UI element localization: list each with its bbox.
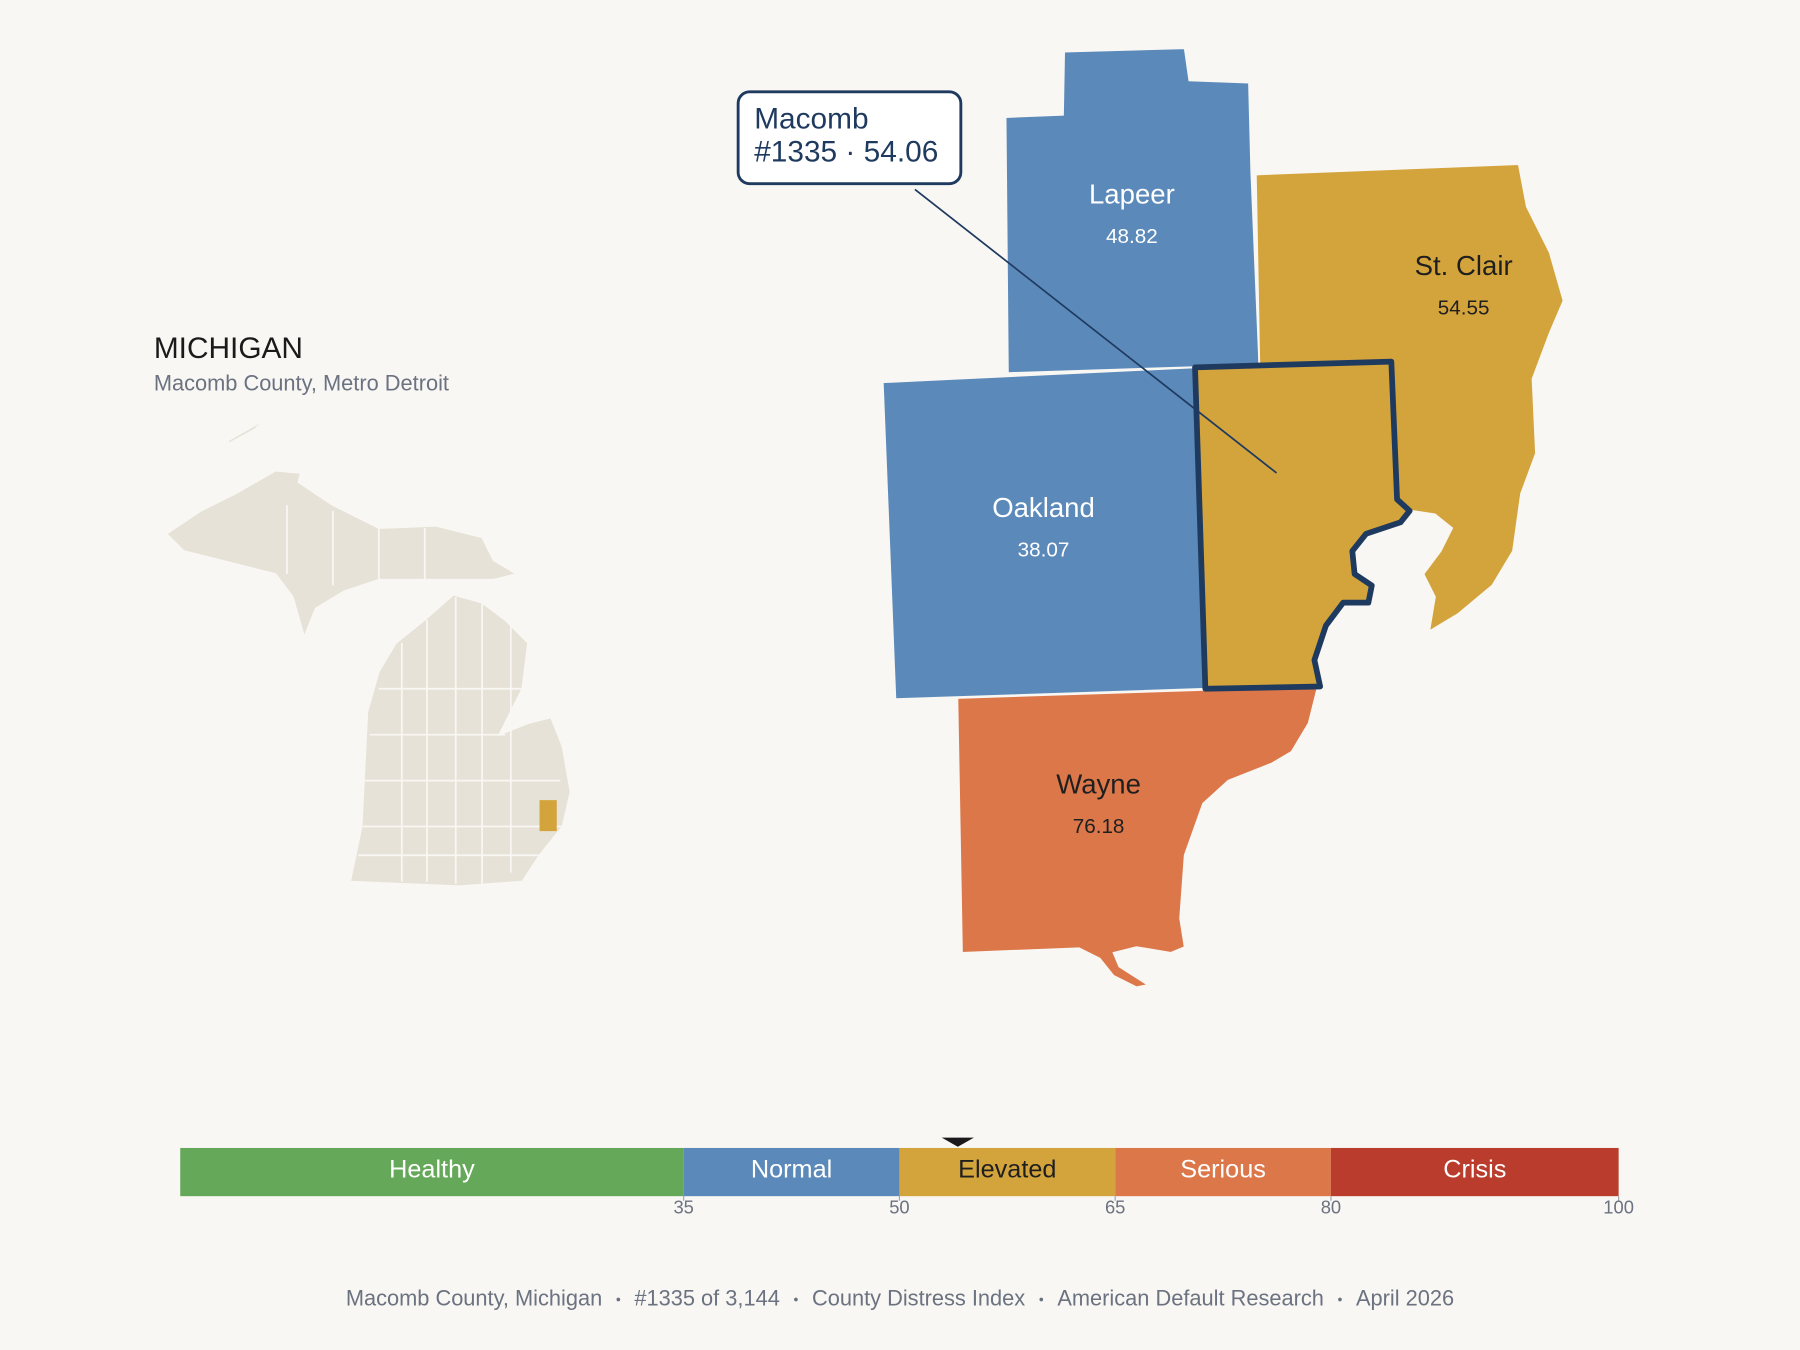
upper-peninsula	[165, 469, 519, 640]
tick-label: 65	[1105, 1197, 1125, 1218]
band-label: Crisis	[1443, 1156, 1506, 1184]
distress-scale: Healthy Normal Elevated Serious Crisis 35 50 65…	[180, 1137, 1634, 1218]
title: MICHIGAN	[154, 332, 303, 365]
scale-band	[180, 1147, 684, 1197]
county-name: Lapeer	[1089, 179, 1175, 210]
footer-item: Macomb County, Michigan	[346, 1285, 602, 1310]
tick-label: 35	[673, 1197, 693, 1218]
leader-line	[914, 188, 1278, 474]
county-value: 76.18	[1073, 815, 1125, 838]
scale-band	[899, 1147, 1116, 1197]
county-shape	[1192, 358, 1413, 692]
separator	[616, 1297, 621, 1302]
footer: Macomb County, Michigan #1335 of 3,144 Cou…	[346, 1285, 1454, 1310]
score-marker	[941, 1137, 974, 1147]
footer-item: County Distress Index	[812, 1285, 1025, 1310]
state-inset	[165, 419, 572, 888]
lower-peninsula	[349, 593, 572, 888]
band-label: Healthy	[389, 1156, 475, 1184]
footer-item: April 2026	[1356, 1285, 1454, 1310]
county-shape	[1004, 47, 1261, 374]
separator	[1039, 1297, 1044, 1302]
footer-item: American Default Research	[1057, 1285, 1324, 1310]
county-value: 38.07	[1018, 538, 1070, 561]
county-value: 54.55	[1438, 296, 1490, 319]
tick-label: 50	[889, 1197, 909, 1218]
callout-detail: #1335 · 54.06	[754, 136, 938, 169]
tick-label: 80	[1321, 1197, 1341, 1218]
band-label: Normal	[751, 1156, 832, 1184]
county-shape	[956, 685, 1319, 989]
tick-label: 100	[1603, 1197, 1634, 1218]
scale-band	[683, 1147, 900, 1197]
county-value: 48.82	[1106, 225, 1158, 248]
county-name: Wayne	[1056, 769, 1141, 800]
separator	[1338, 1297, 1342, 1302]
callout-box	[736, 90, 963, 186]
county-shape	[881, 366, 1207, 700]
scale-band	[1330, 1147, 1619, 1197]
county-lines	[286, 505, 563, 884]
county-name: St. Clair	[1415, 250, 1513, 281]
band-label: Elevated	[958, 1156, 1056, 1184]
callout-name: Macomb	[754, 102, 868, 135]
island	[225, 419, 265, 445]
county-name: Oakland	[992, 492, 1095, 523]
separator	[794, 1297, 798, 1302]
footer-item: #1335 of 3,144	[634, 1285, 779, 1310]
band-label: Serious	[1180, 1156, 1266, 1184]
scale-band	[1115, 1147, 1331, 1197]
subtitle: Macomb County, Metro Detroit	[154, 370, 449, 395]
inset-highlight	[539, 800, 557, 832]
county-map: Lapeer 48.82 St. Clair 54.55 Oakland 38.07 Way…	[881, 47, 1565, 989]
